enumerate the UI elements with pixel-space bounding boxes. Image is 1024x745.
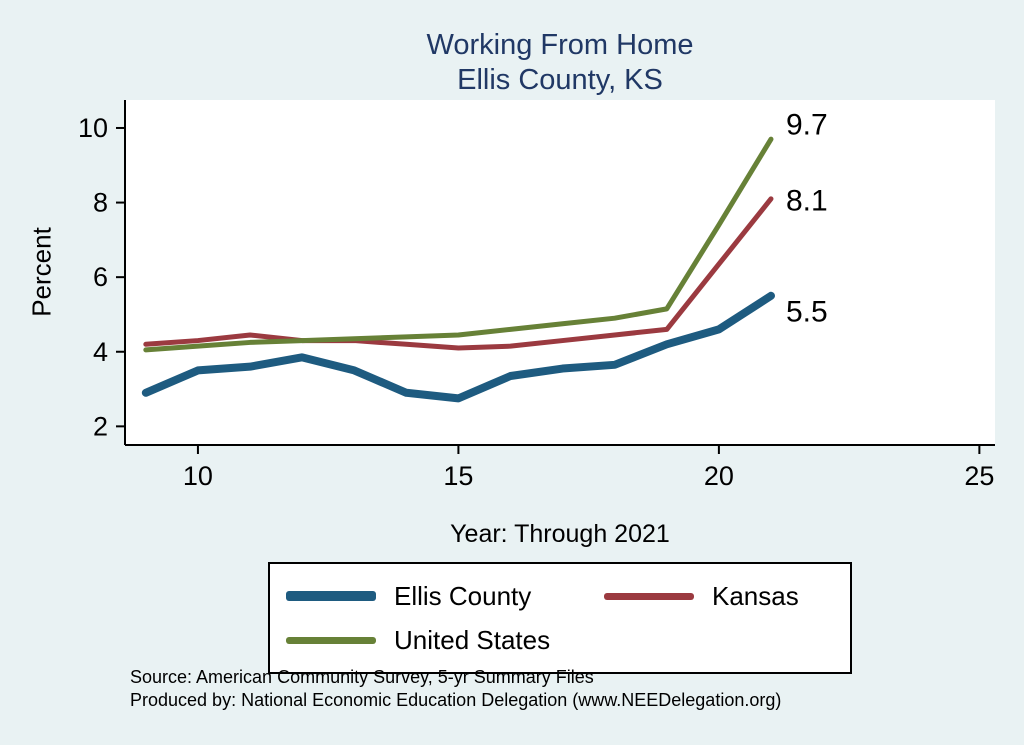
svg-text:15: 15 [443, 461, 473, 491]
legend-item-kansas: Kansas [604, 574, 850, 618]
legend-item-ellis-county: Ellis County [286, 574, 604, 618]
y-axis-title: Percent [26, 227, 57, 317]
svg-text:8: 8 [93, 188, 108, 218]
united-states-line-swatch [286, 636, 376, 644]
legend: Ellis County Kansas United States [268, 562, 852, 674]
svg-text:6: 6 [93, 262, 108, 292]
chart-title: Working From Home Ellis County, KS [125, 28, 995, 98]
legend-label-kansas: Kansas [712, 580, 799, 611]
chart-title-line1: Working From Home [426, 29, 694, 61]
source-line: Source: American Community Survey, 5-yr … [130, 667, 594, 687]
legend-label-ellis-county: Ellis County [394, 580, 532, 611]
produced-by-line: Produced by: National Economic Education… [130, 690, 782, 710]
x-axis-title: Year: Through 2021 [450, 520, 670, 548]
kansas-line-swatch [604, 592, 694, 600]
plot-area: 2 4 6 8 10 10 15 20 25 5.5 8.1 9.7 [78, 100, 995, 491]
source-note: Source: American Community Survey, 5-yr … [130, 666, 781, 712]
svg-text:10: 10 [183, 461, 213, 491]
svg-text:4: 4 [93, 337, 108, 367]
chart-title-line2: Ellis County, KS [457, 64, 663, 96]
svg-text:2: 2 [93, 411, 108, 441]
svg-text:8.1: 8.1 [786, 184, 828, 217]
legend-item-united-states: United States [286, 618, 604, 662]
ellis-county-line-swatch [286, 591, 376, 601]
svg-text:20: 20 [704, 461, 734, 491]
svg-text:10: 10 [78, 113, 108, 143]
line-chart: 2 4 6 8 10 10 15 20 25 5.5 8.1 9.7 [78, 100, 995, 491]
svg-text:25: 25 [964, 461, 994, 491]
svg-text:9.7: 9.7 [786, 109, 828, 142]
legend-label-united-states: United States [394, 624, 551, 655]
svg-text:5.5: 5.5 [786, 295, 828, 328]
